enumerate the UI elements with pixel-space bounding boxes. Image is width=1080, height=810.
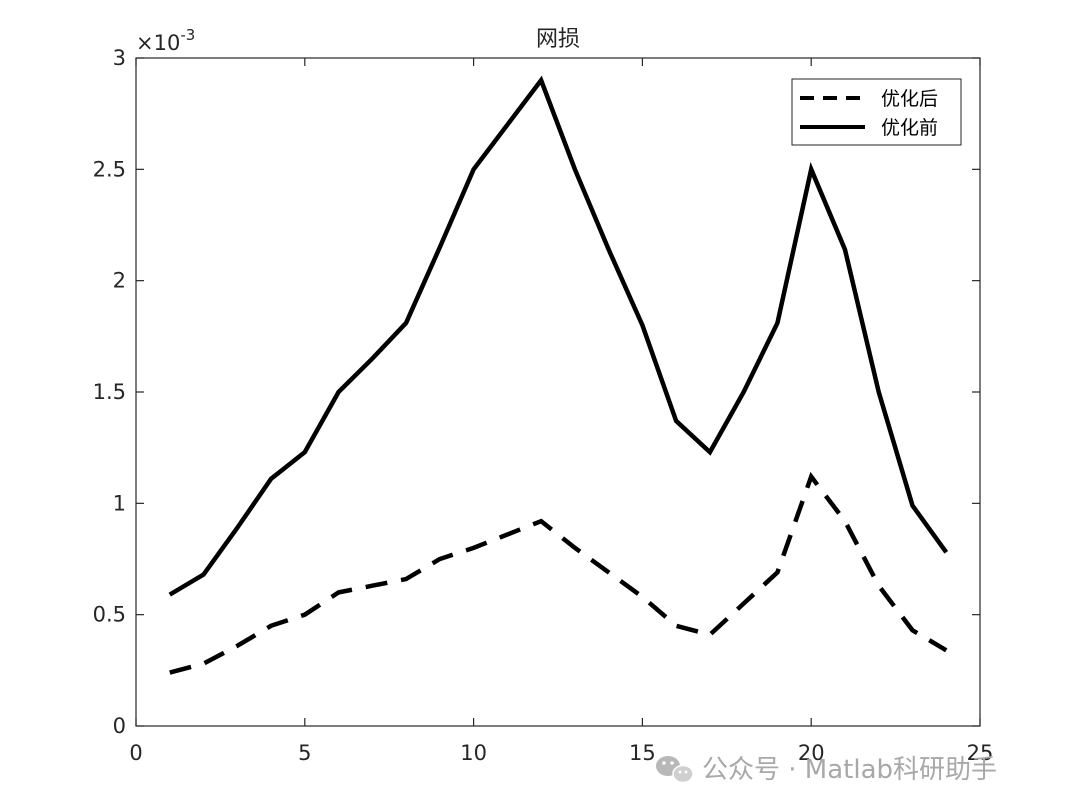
x-tick-label: 25 bbox=[967, 741, 994, 765]
legend-label-optimized: 优化后 bbox=[881, 88, 938, 110]
watermark: 公众号 · Matlab科研助手 bbox=[656, 755, 997, 785]
wechat-icon bbox=[656, 756, 694, 784]
series-line-original bbox=[168, 75, 949, 597]
y-tick-label: 1.5 bbox=[93, 380, 126, 404]
watermark-text: 公众号 · Matlab科研助手 bbox=[702, 755, 997, 785]
x-tick-label: 5 bbox=[298, 741, 311, 765]
axes bbox=[135, 57, 981, 727]
y-exponent-power: -3 bbox=[180, 26, 195, 44]
series-line-optimized bbox=[169, 471, 948, 675]
legend-label-original: 优化前 bbox=[881, 117, 938, 139]
y-tick-label: 2.5 bbox=[93, 157, 126, 181]
x-tick-label: 0 bbox=[129, 741, 142, 765]
y-tick-label: 1 bbox=[113, 491, 126, 515]
chart-title: 网损 bbox=[536, 27, 580, 52]
series-layer bbox=[168, 75, 949, 675]
plot-area bbox=[135, 57, 981, 727]
y-tick-label: 0 bbox=[113, 714, 126, 738]
legend: 优化后 优化前 bbox=[791, 78, 962, 146]
y-exponent-label: ×10-3 bbox=[136, 26, 195, 55]
ticks: 0 5 10 15 20 25 0 0.5 1 1.5 2 2.5 3 bbox=[93, 46, 994, 765]
y-tick-label: 3 bbox=[113, 46, 126, 70]
legend-box bbox=[791, 78, 962, 146]
x-tick-label: 20 bbox=[798, 741, 825, 765]
y-tick-label: 2 bbox=[113, 269, 126, 293]
y-tick-label: 0.5 bbox=[93, 603, 126, 627]
y-exponent-base: ×10 bbox=[136, 31, 180, 55]
x-tick-label: 10 bbox=[460, 741, 487, 765]
x-tick-label: 15 bbox=[629, 741, 656, 765]
